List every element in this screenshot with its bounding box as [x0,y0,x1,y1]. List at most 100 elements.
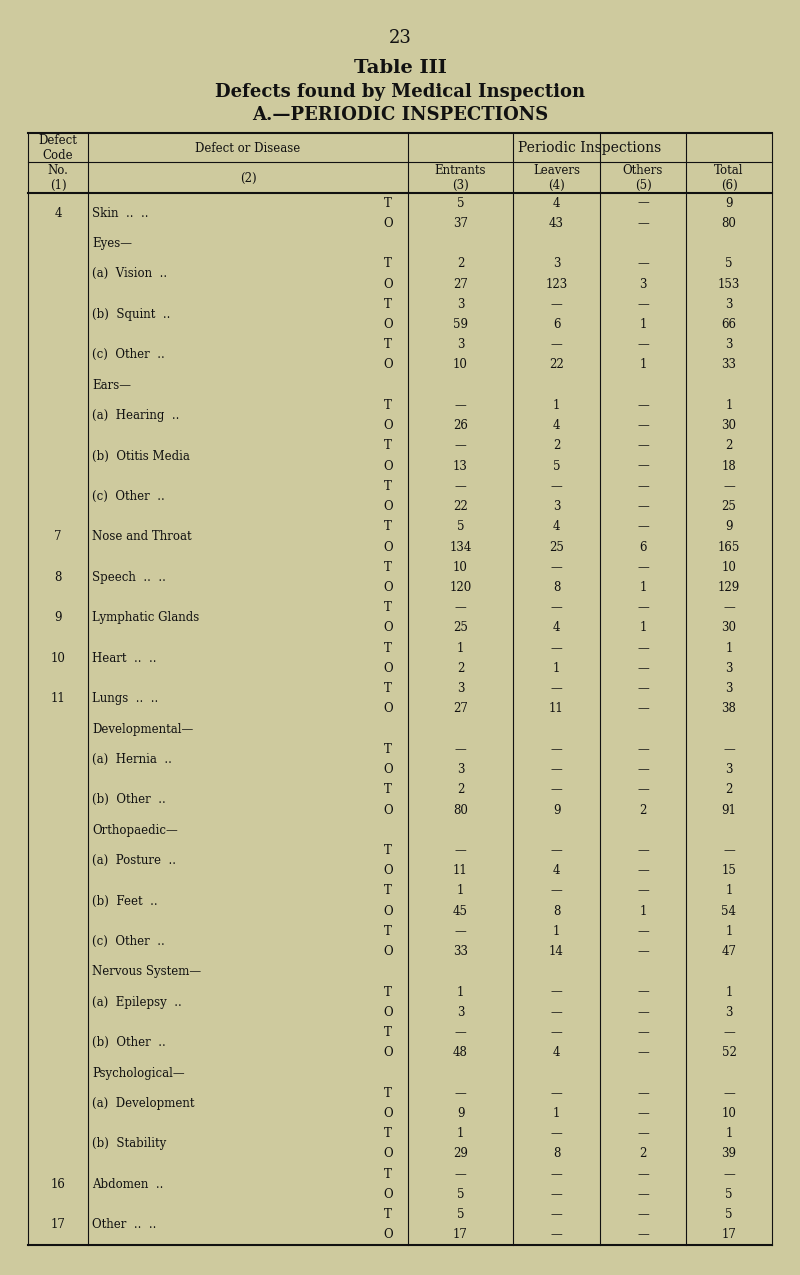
Text: 1: 1 [457,986,464,998]
Text: 3: 3 [726,298,733,311]
Text: A.—PERIODIC INSPECTIONS: A.—PERIODIC INSPECTIONS [252,106,548,124]
Text: O: O [383,1148,393,1160]
Text: —: — [454,1086,466,1100]
Text: 1: 1 [639,358,646,371]
Text: T: T [384,602,392,615]
Text: T: T [384,783,392,797]
Text: 52: 52 [722,1047,737,1060]
Text: —: — [637,945,649,958]
Text: T: T [384,1127,392,1140]
Text: 6: 6 [639,541,646,553]
Text: —: — [637,399,649,412]
Text: 29: 29 [453,1148,468,1160]
Text: —: — [550,1188,562,1201]
Text: —: — [723,1086,735,1100]
Text: —: — [637,1107,649,1119]
Text: T: T [384,479,392,493]
Text: 26: 26 [453,419,468,432]
Text: 4: 4 [553,520,560,533]
Text: —: — [550,1127,562,1140]
Text: Speech  ..  ..: Speech .. .. [92,571,166,584]
Text: 16: 16 [50,1178,66,1191]
Text: —: — [454,479,466,493]
Text: 165: 165 [718,541,740,553]
Text: 3: 3 [726,662,733,674]
Text: 153: 153 [718,278,740,291]
Text: Heart  ..  ..: Heart .. .. [92,652,157,664]
Text: —: — [637,298,649,311]
Text: —: — [637,682,649,695]
Text: (c)  Other  ..: (c) Other .. [92,348,165,361]
Text: T: T [384,520,392,533]
Text: —: — [550,743,562,756]
Text: T: T [384,986,392,998]
Text: 1: 1 [726,986,733,998]
Text: 17: 17 [453,1228,468,1242]
Text: 123: 123 [546,278,568,291]
Text: 54: 54 [722,905,737,918]
Text: —: — [723,844,735,857]
Text: —: — [637,703,649,715]
Text: 1: 1 [553,399,560,412]
Text: —: — [723,602,735,615]
Text: 11: 11 [453,864,468,877]
Text: —: — [454,1026,466,1039]
Text: 4: 4 [553,864,560,877]
Text: O: O [383,803,393,816]
Text: Defect
Code
No.
(1): Defect Code No. (1) [38,134,78,193]
Text: T: T [384,682,392,695]
Text: 18: 18 [722,459,736,473]
Text: —: — [550,682,562,695]
Text: 48: 48 [453,1047,468,1060]
Text: —: — [637,1168,649,1181]
Text: 1: 1 [639,905,646,918]
Text: 4: 4 [553,196,560,209]
Text: —: — [637,762,649,776]
Text: —: — [454,1168,466,1181]
Text: T: T [384,1026,392,1039]
Text: (a)  Posture  ..: (a) Posture .. [92,854,176,867]
Text: 2: 2 [457,783,464,797]
Text: Lungs  ..  ..: Lungs .. .. [92,692,158,705]
Text: 2: 2 [553,440,560,453]
Text: 27: 27 [453,703,468,715]
Text: —: — [723,1168,735,1181]
Text: 11: 11 [549,703,564,715]
Text: Total
(6): Total (6) [714,163,744,191]
Text: O: O [383,278,393,291]
Text: 1: 1 [553,662,560,674]
Text: —: — [454,399,466,412]
Text: Defects found by Medical Inspection: Defects found by Medical Inspection [215,83,585,101]
Text: 27: 27 [453,278,468,291]
Text: 4: 4 [553,1047,560,1060]
Text: 5: 5 [457,1188,464,1201]
Text: O: O [383,905,393,918]
Text: 8: 8 [54,571,62,584]
Text: T: T [384,440,392,453]
Text: 3: 3 [726,682,733,695]
Text: T: T [384,743,392,756]
Text: —: — [637,662,649,674]
Text: 4: 4 [553,621,560,635]
Text: 17: 17 [50,1219,66,1232]
Text: 1: 1 [639,581,646,594]
Text: —: — [550,1086,562,1100]
Text: 80: 80 [453,803,468,816]
Text: O: O [383,1047,393,1060]
Text: O: O [383,762,393,776]
Text: 2: 2 [726,783,733,797]
Text: 13: 13 [453,459,468,473]
Text: 9: 9 [726,196,733,209]
Text: O: O [383,621,393,635]
Text: (b)  Other  ..: (b) Other .. [92,793,166,806]
Text: 1: 1 [553,924,560,938]
Text: 1: 1 [553,1107,560,1119]
Text: (b)  Feet  ..: (b) Feet .. [92,895,158,908]
Text: Abdomen  ..: Abdomen .. [92,1178,163,1191]
Text: 2: 2 [639,1148,646,1160]
Text: O: O [383,581,393,594]
Text: —: — [637,924,649,938]
Text: 1: 1 [726,885,733,898]
Text: 9: 9 [54,611,62,625]
Text: —: — [637,844,649,857]
